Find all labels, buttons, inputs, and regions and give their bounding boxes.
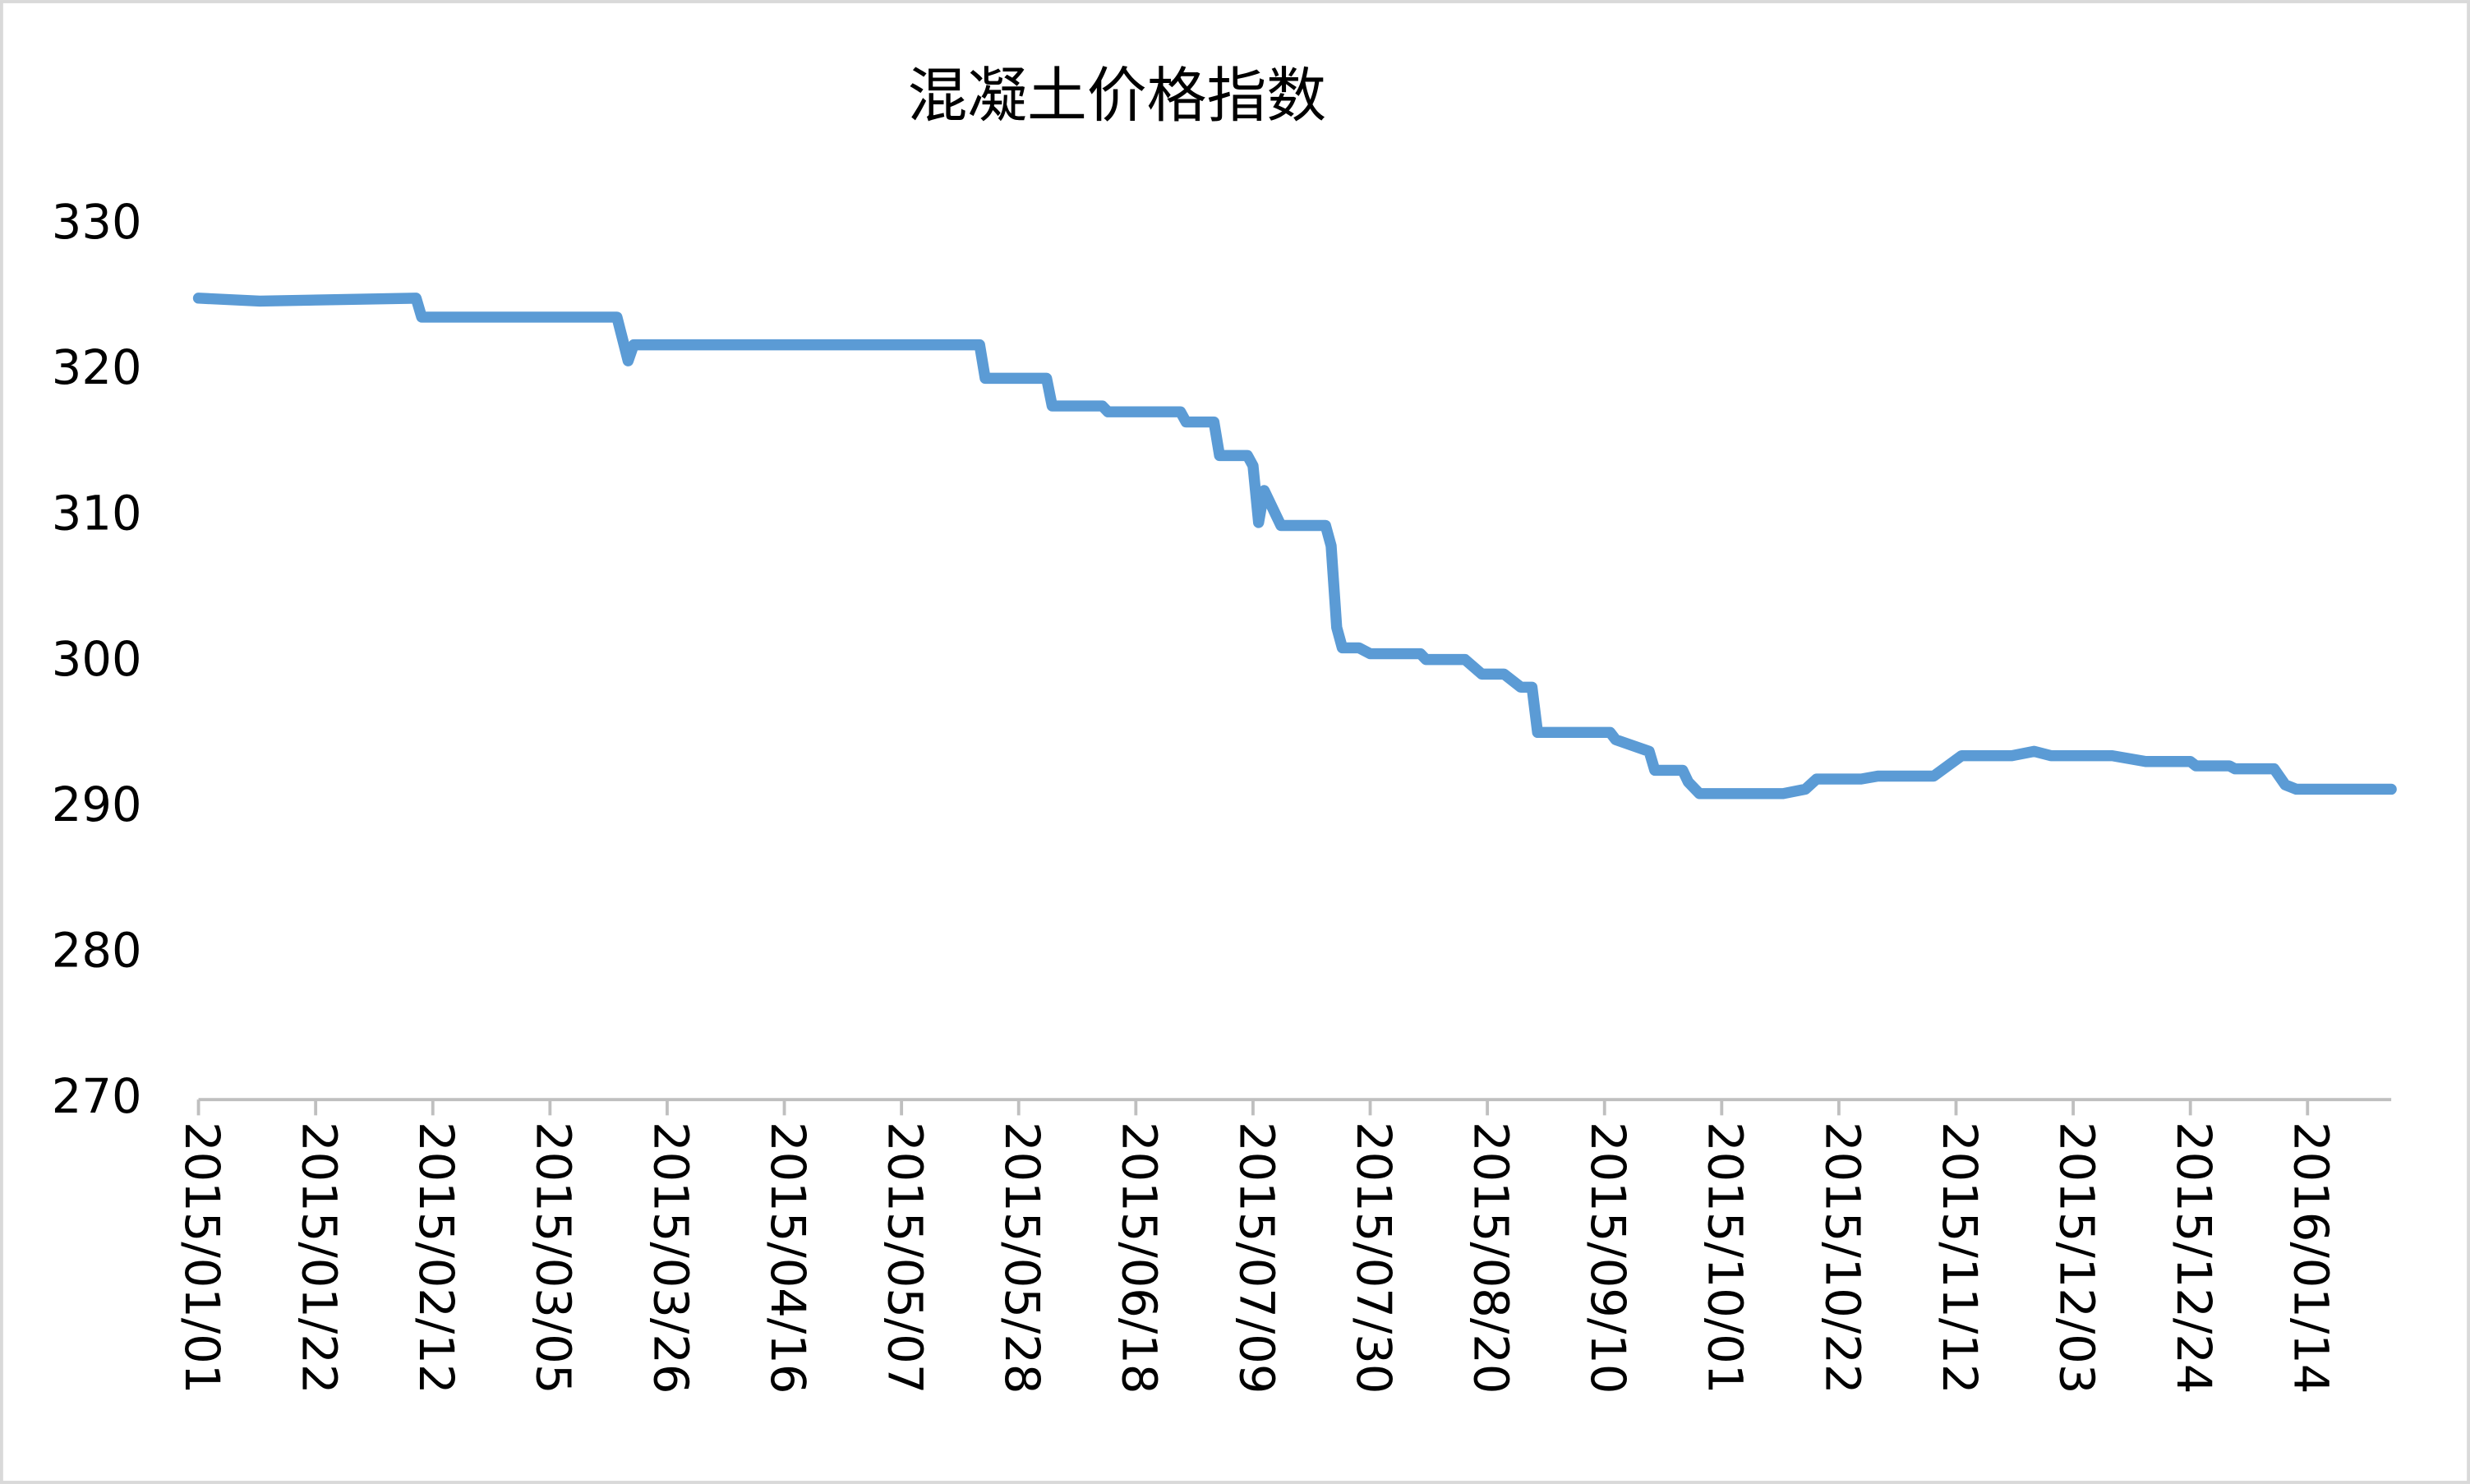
x-tick-label: 2015/04/16 — [760, 1122, 815, 1394]
x-tick-label: 2015/02/12 — [408, 1122, 463, 1394]
x-tick-label: 2015/05/28 — [994, 1122, 1049, 1394]
line — [192, 293, 2397, 800]
x-tick-label: 2015/12/03 — [2048, 1122, 2104, 1394]
y-tick-label: 280 — [52, 923, 142, 978]
y-tick-label: 270 — [52, 1069, 142, 1124]
x-tick-label: 2015/10/01 — [1698, 1122, 1753, 1394]
x-tick-label: 2015/07/09 — [1228, 1122, 1283, 1394]
chart-title: 混凝土价格指数 — [907, 62, 1326, 131]
x-tick-label: 2015/03/05 — [526, 1122, 581, 1394]
x-tick-label: 2016/01/14 — [2283, 1122, 2339, 1394]
x-tick-label: 2015/10/22 — [1814, 1122, 1869, 1394]
x-tick-label: 2015/09/10 — [1580, 1122, 1635, 1394]
x-tick-label: 2015/07/30 — [1346, 1122, 1401, 1394]
y-tick-label: 320 — [52, 340, 142, 395]
y-tick-label: 330 — [52, 195, 142, 250]
y-tick-label: 290 — [52, 777, 142, 832]
x-tick-label: 2015/11/12 — [1932, 1122, 1987, 1394]
x-tick-label: 2015/01/01 — [174, 1122, 229, 1394]
y-tick-label: 300 — [52, 632, 142, 687]
x-tick-label: 2015/01/22 — [292, 1122, 347, 1394]
y-tick-label: 310 — [52, 486, 142, 541]
x-tick-label: 2015/05/07 — [878, 1122, 933, 1394]
x-tick-label: 2015/08/20 — [1463, 1122, 1518, 1394]
x-tick-label: 2015/12/24 — [2166, 1122, 2221, 1394]
x-tick-label: 2015/03/26 — [643, 1122, 698, 1394]
x-tick-label: 2015/06/18 — [1112, 1122, 1167, 1394]
